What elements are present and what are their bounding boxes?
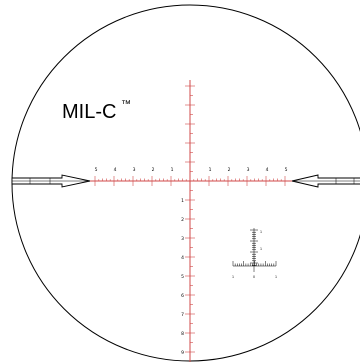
ranging-grid [232, 228, 277, 272]
h-label-left-3: 3 [133, 167, 136, 173]
h-label-right-1: 1 [209, 167, 212, 173]
horizontal-labels: 5 4 3 2 1 1 2 3 4 5 [95, 167, 288, 173]
grid-v-label-mid: 1 [260, 247, 262, 251]
h-label-left-4: 4 [114, 167, 117, 173]
v-label-7: 7 [181, 312, 184, 318]
h-label-right-5: 5 [285, 167, 288, 173]
h-label-right-3: 3 [247, 167, 250, 173]
h-label-left-5: 5 [95, 167, 98, 173]
v-label-8: 8 [181, 331, 184, 337]
grid-v-label-top: 1 [260, 230, 262, 234]
left-post-ticks [29, 178, 51, 184]
grid-h-label-right: 1 [275, 275, 277, 279]
h-label-right-4: 4 [266, 167, 269, 173]
v-label-3: 3 [181, 236, 184, 242]
h-label-right-2: 2 [228, 167, 231, 173]
v-label-1: 1 [181, 198, 184, 204]
grid-h-label-left: 1 [232, 275, 234, 279]
v-label-2: 2 [181, 217, 184, 223]
right-post-ticks [335, 178, 355, 184]
v-label-9: 9 [181, 350, 184, 356]
trademark-symbol: ™ [121, 99, 131, 110]
ranging-grid-labels: 1 1 1 0 1 [232, 230, 277, 279]
v-label-5: 5 [181, 274, 184, 280]
grid-h-label-center: 0 [253, 275, 255, 279]
horizontal-mil-ticks [94, 176, 286, 186]
vertical-mil-ticks [185, 85, 195, 353]
h-label-left-1: 1 [171, 167, 174, 173]
v-label-4: 4 [181, 255, 184, 261]
h-label-left-2: 2 [152, 167, 155, 173]
reticle-title: MIL-C [62, 101, 116, 123]
v-label-6: 6 [181, 293, 184, 299]
vertical-labels: 1 2 3 4 5 6 7 8 9 [181, 198, 184, 356]
